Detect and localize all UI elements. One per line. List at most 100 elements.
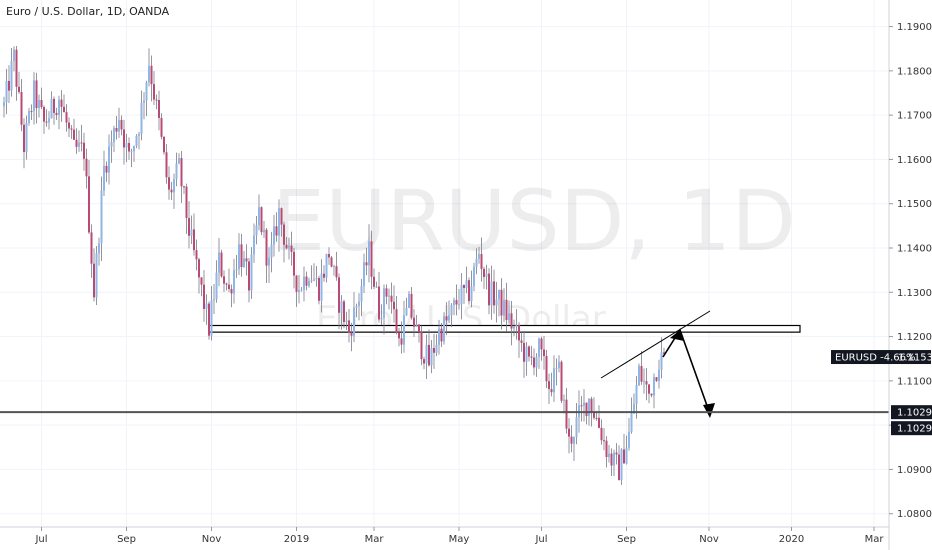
candle-body [173,179,175,193]
candle-body [375,286,378,288]
candle-body [280,208,283,225]
candle-body [168,177,170,190]
candle-body [155,99,158,101]
support-tag-value: 1.10293 [897,408,932,419]
candle-body [633,403,635,414]
x-tick-label: 2019 [284,534,309,545]
candle-body [158,100,160,118]
candle-body [600,427,603,441]
candle-body [613,452,615,466]
candle-body [400,338,403,345]
candle-body [403,315,405,345]
candle-body [213,299,215,301]
candle-body [385,288,388,297]
candle-body [355,306,358,308]
second-tag: 1.10293 [891,421,932,436]
candle-body [480,254,483,269]
candle-body [470,286,473,302]
candle-body [125,143,128,148]
candle-body [575,417,578,437]
candle-body [475,258,478,267]
candle-body [533,357,535,368]
resistance-zone-rect [208,324,801,333]
candle-body [555,368,558,370]
candle-body [443,316,445,342]
candle-body [140,102,143,135]
candle-body [455,300,458,305]
candle-body [310,280,313,282]
candle-body [233,270,235,294]
candle-body [395,309,398,333]
candle-body [413,317,415,327]
candle-body [225,283,228,285]
candle-body [8,80,10,91]
y-tick-label: 1.13000 [897,288,932,299]
candle-body [513,326,515,329]
x-tick-label: Mar [365,534,385,545]
candle-body [113,128,115,143]
candle-body [83,142,85,159]
candle-body [85,158,88,177]
candle-body [425,344,428,364]
candle-body [485,273,488,277]
candle-body [143,100,145,103]
candle-body [638,365,640,386]
candle-body [388,295,390,297]
candle-body [358,301,360,307]
candle-body [270,244,273,258]
candle-body [33,80,35,112]
candle-body [305,276,308,286]
candle-body [108,146,110,173]
candle-body [338,277,340,313]
candle-body [43,107,45,122]
candle-body [380,317,383,320]
candle-body [410,293,413,318]
x-tick-label: Nov [699,534,719,545]
x-tick-label: 2020 [779,534,804,545]
candle-body [58,99,60,115]
candle-body [648,384,650,394]
candle-body [390,295,393,302]
support-tag: 1.10293 [891,405,932,420]
candle-body [218,252,220,273]
candle-body [525,346,528,362]
candle-body [538,338,540,357]
candle-body [18,86,20,92]
candle-body [618,454,620,480]
candle-body [265,229,268,266]
candle-body [308,280,310,286]
candle-body [450,305,453,316]
candle-body [543,349,545,356]
y-tick-label: 1.17000 [897,111,932,122]
candle-body [365,262,368,266]
candle-body [98,243,100,254]
candle-body [23,124,25,153]
candle-body [193,229,195,251]
candle-body [250,254,253,291]
candle-body [518,325,520,341]
candle-body [63,106,65,113]
x-tick-label: Mar [865,534,885,545]
y-tick-label: 1.19000 [897,22,932,33]
candle-body [360,286,363,302]
candle-body [228,284,230,289]
candle-body [625,447,628,464]
candle-body [510,313,513,329]
candle-body [370,241,373,277]
candle-body [590,398,593,413]
candle-body [115,128,118,132]
candle-body [78,142,80,147]
candle-body [5,80,8,103]
candle-body [503,299,505,316]
candle-body [325,254,328,278]
candle-body [603,440,605,442]
candle-body [635,385,638,404]
candle-body [580,405,583,407]
candle-body [473,266,475,287]
candle-body [120,119,123,130]
candle-body [128,143,130,152]
candle-body [508,313,510,320]
y-tick-label: 1.15000 [897,199,932,210]
candle-body [453,300,455,306]
candle-body [230,288,233,294]
